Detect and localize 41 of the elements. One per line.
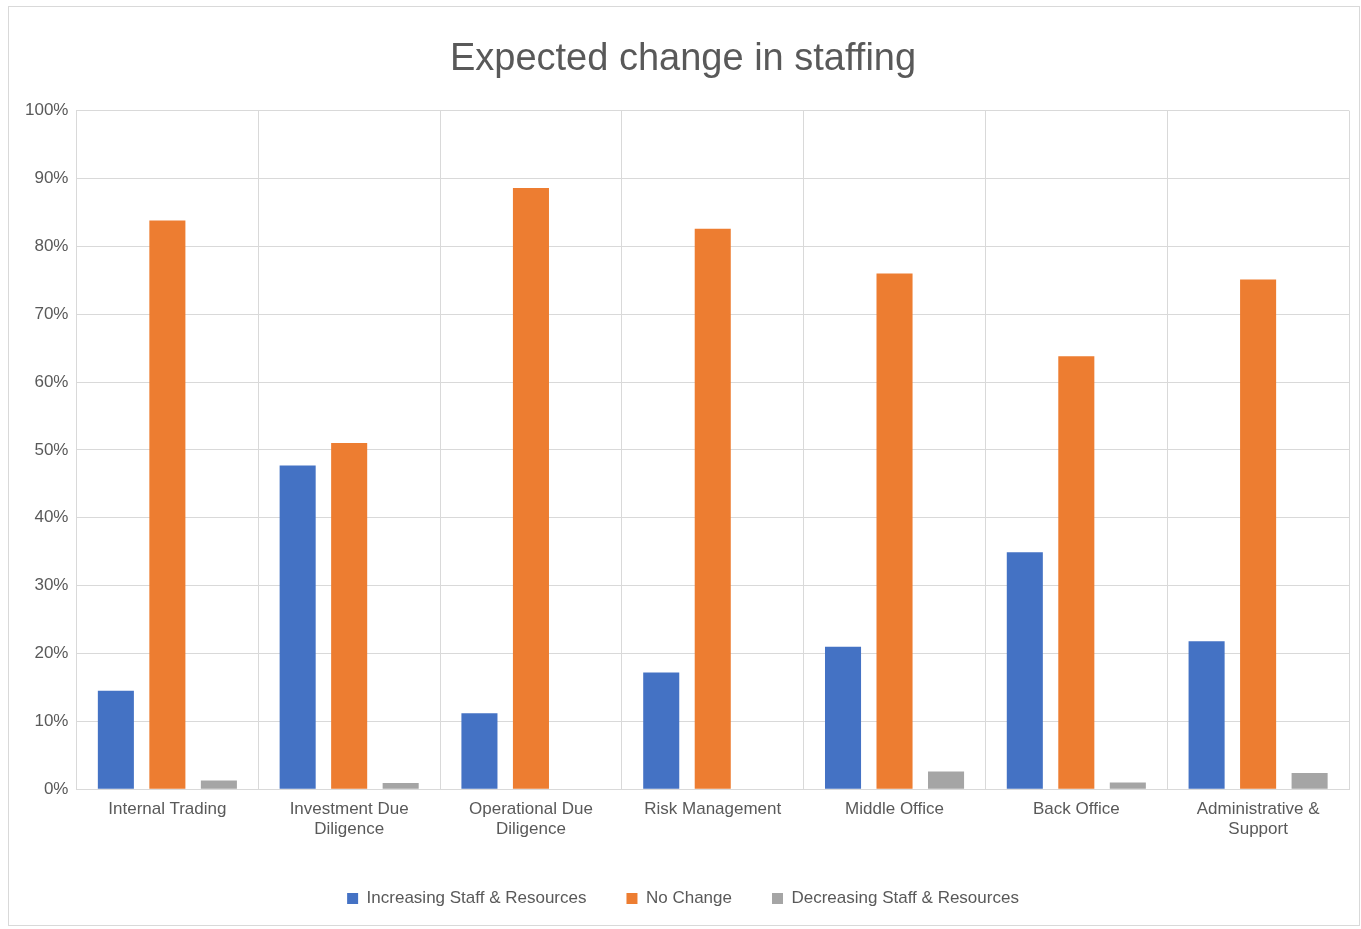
legend-label: Decreasing Staff & Resources: [791, 888, 1019, 908]
bar: [643, 672, 680, 789]
chart-title: Expected change in staffing: [449, 36, 917, 79]
y-tick-label: 10%: [34, 711, 69, 731]
y-tick-label: 20%: [34, 643, 69, 663]
y-tick-label: 100%: [25, 100, 69, 120]
bar: [1006, 552, 1043, 789]
bar: [331, 443, 368, 789]
bar: [1240, 279, 1277, 789]
bar: [824, 646, 862, 789]
x-tick-label: Operational Due Diligence: [469, 799, 593, 839]
bar: [1109, 782, 1146, 789]
x-tick-label: Internal Trading: [108, 799, 227, 819]
bar: [382, 783, 419, 789]
bar: [97, 690, 134, 789]
x-tick-label: Middle Office: [845, 799, 944, 819]
bar: [279, 465, 316, 789]
x-tick-label: Risk Management: [644, 799, 782, 819]
bar: [1188, 641, 1225, 789]
y-tick-label: 50%: [34, 439, 69, 459]
bar: [1291, 772, 1328, 789]
bar: [200, 780, 237, 789]
legend-label: No Change: [645, 888, 732, 908]
y-tick-label: 30%: [34, 575, 69, 595]
y-tick-label: 80%: [34, 236, 69, 256]
bar: [149, 220, 186, 789]
bar: [1058, 356, 1095, 789]
y-tick-label: 60%: [34, 371, 69, 391]
bar: [876, 273, 913, 789]
legend-label: Increasing Staff & Resources: [366, 888, 587, 908]
y-tick-label: 70%: [34, 303, 69, 323]
y-tick-label: 90%: [34, 168, 69, 188]
x-tick-label: Investment Due Diligence: [289, 799, 409, 839]
x-tick-label: Administrative & Support: [1196, 799, 1321, 839]
bar: [512, 187, 549, 789]
x-tick-label: Back Office: [1033, 799, 1120, 819]
y-tick-label: 40%: [34, 507, 69, 527]
bar: [694, 228, 731, 789]
bar: [928, 771, 965, 789]
bar: [461, 713, 498, 789]
y-tick-label: 0%: [43, 778, 69, 798]
